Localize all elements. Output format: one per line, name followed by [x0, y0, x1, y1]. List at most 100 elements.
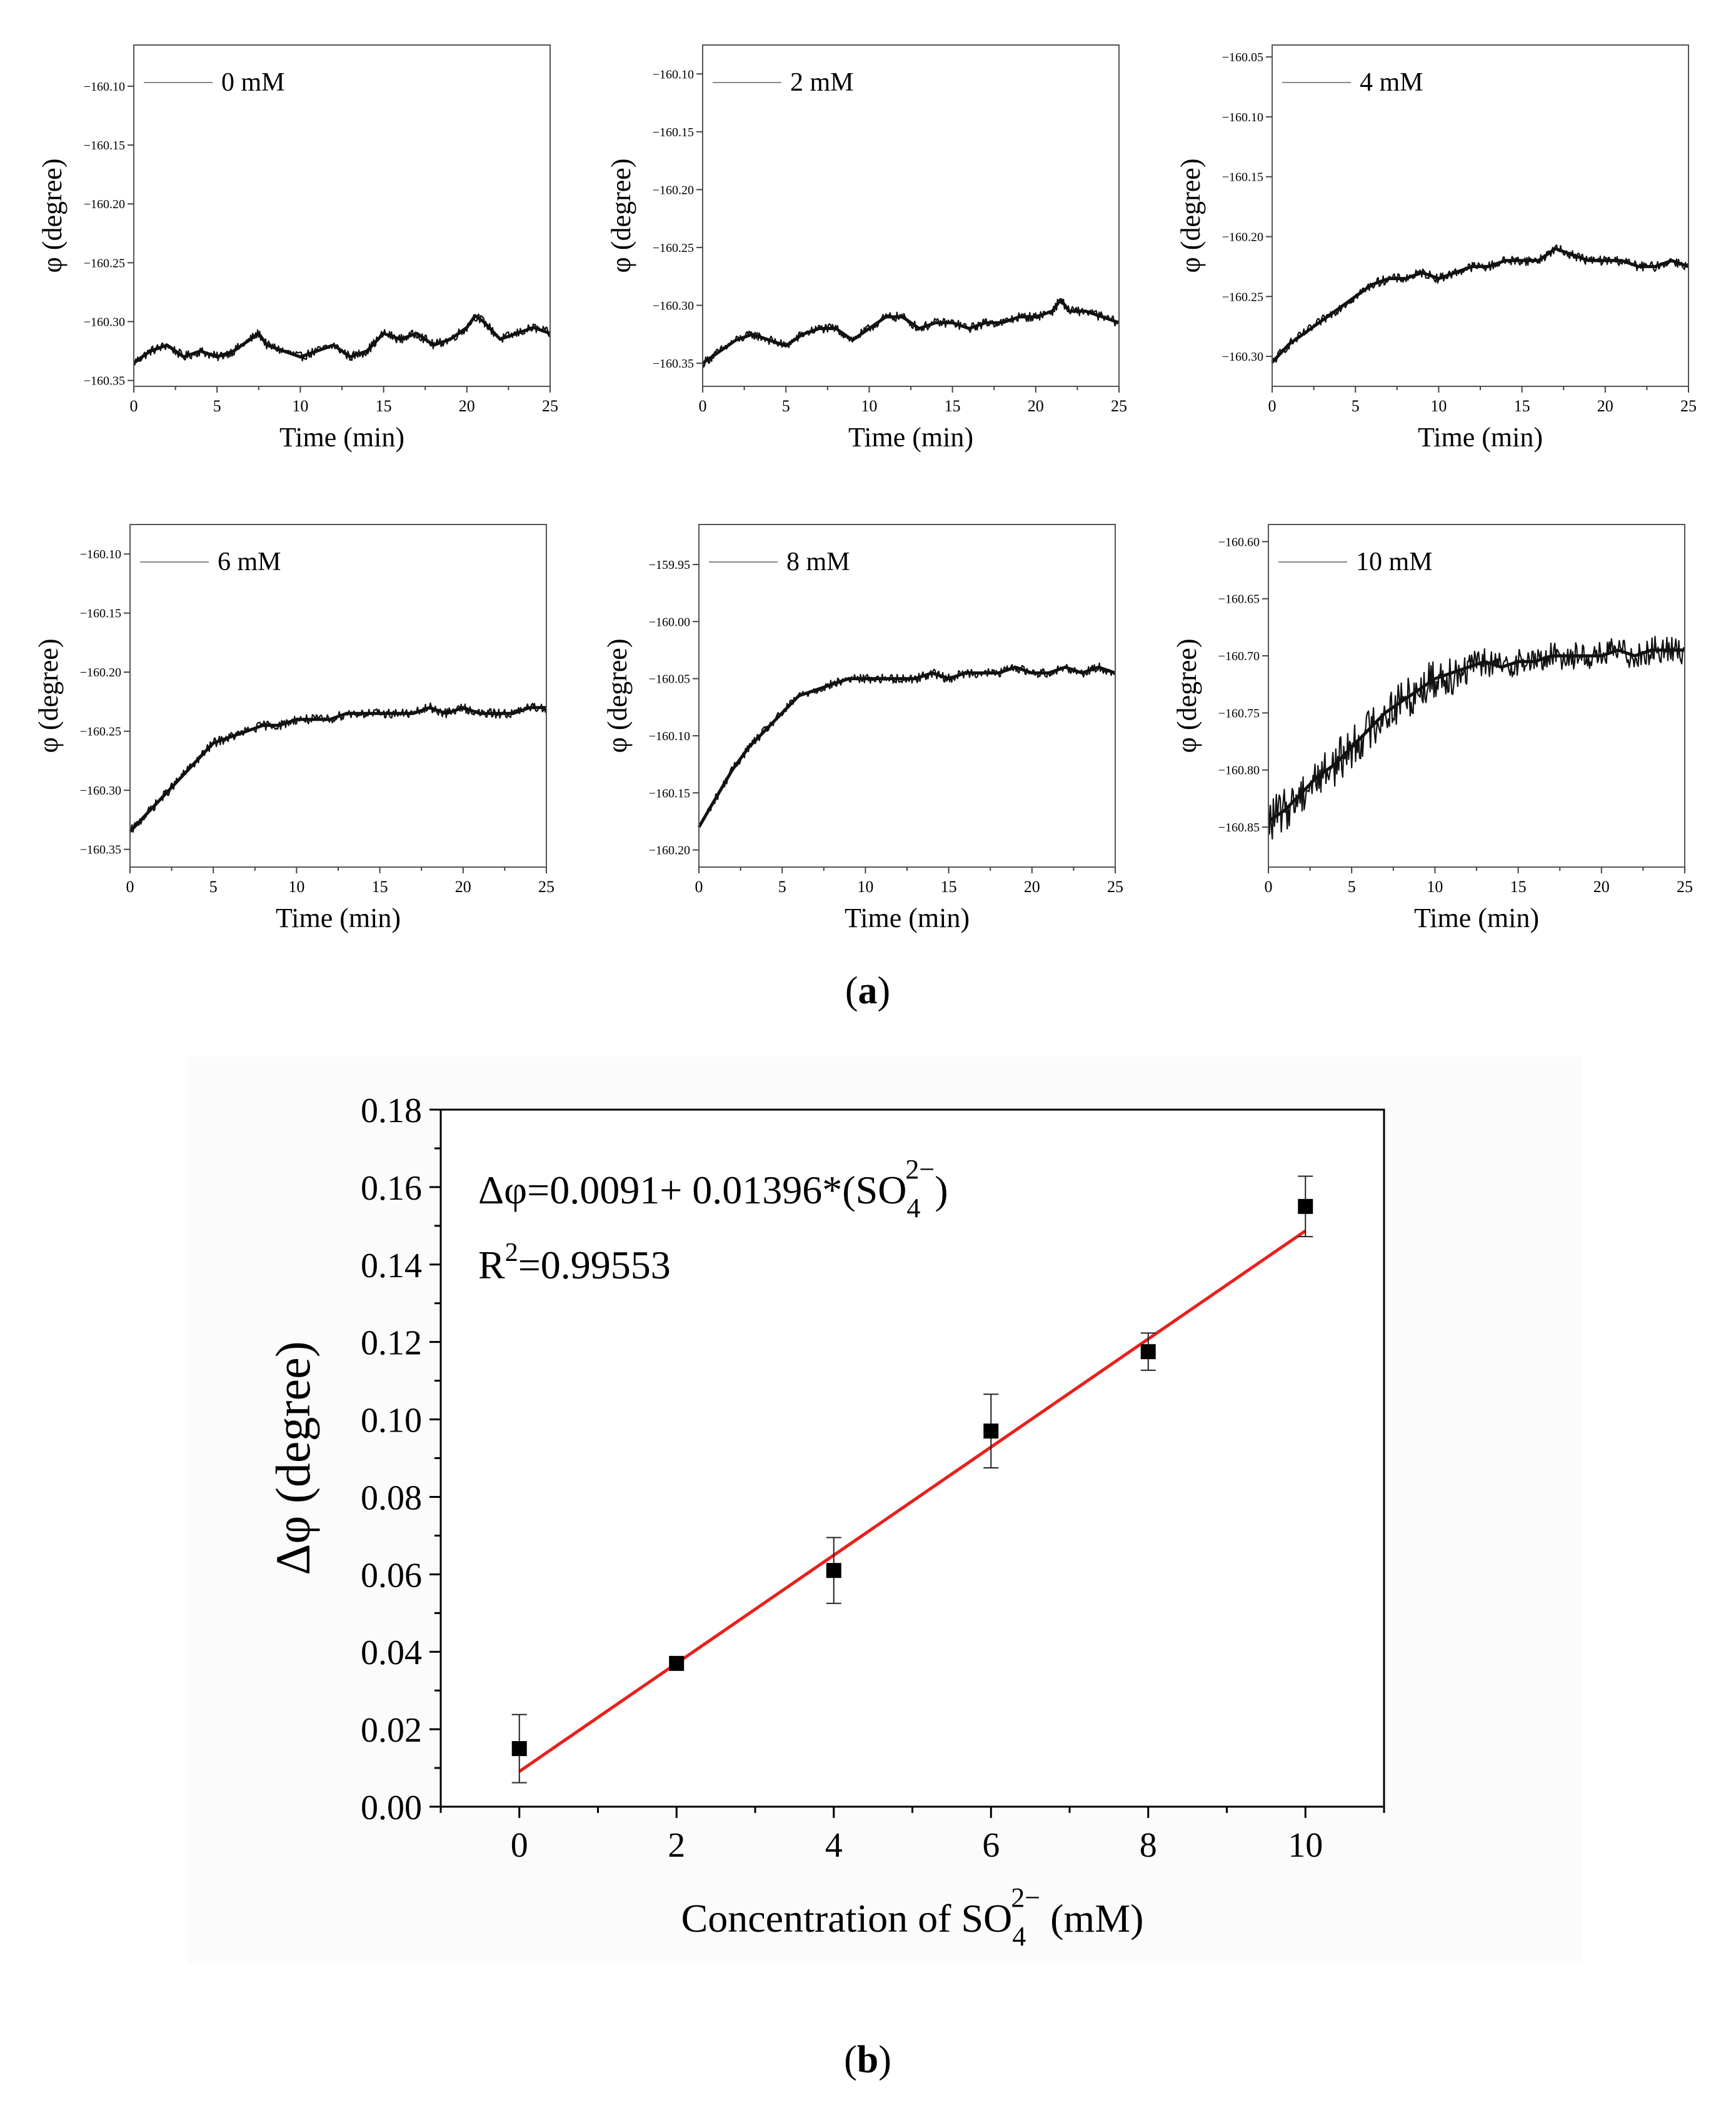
x-label-unit: (mM): [1040, 1896, 1143, 1940]
y-tick-label-a8-2: −160.05: [649, 673, 690, 686]
x-tick-label-a6-0: 0: [126, 878, 134, 896]
y-tick-label-a6-0: −160.10: [80, 548, 121, 561]
x-tick-label-b-0: 0: [511, 1826, 528, 1865]
series-line-a4: [1271, 247, 1689, 364]
data-point-4: [1140, 1344, 1156, 1360]
x-tick-label-a10-0: 0: [1265, 878, 1273, 896]
x-tick-label-a10-3: 15: [1510, 878, 1527, 896]
y-tick-label-a10-1: −160.65: [1218, 593, 1260, 606]
chart-a2: 0 5 10 15 20 25 −160.10 −160.15 −160.20 −160.25 −1…: [606, 44, 1127, 453]
x-tick-label-a0-5: 25: [542, 397, 558, 415]
fit-line: [518, 1229, 1307, 1773]
x-tick-label-a8-3: 15: [941, 878, 957, 896]
y-tick-label-a8-5: −160.20: [649, 844, 690, 858]
x-tick-label-a2-1: 5: [782, 397, 790, 415]
x-axis-label-a10: Time (min): [1414, 903, 1539, 933]
data-point-5: [1298, 1198, 1313, 1214]
series-line-a6: [129, 706, 546, 833]
y-tick-label-a0-2: −160.20: [84, 198, 125, 211]
y-tick-label-a0-4: −160.30: [84, 315, 125, 329]
x-tick-label-b-2: 4: [825, 1826, 843, 1865]
y-axis-label-b: Δφ (degree): [266, 1341, 320, 1575]
r2-symbol: R: [478, 1243, 505, 1287]
x-tick-label-a4-2: 10: [1430, 397, 1447, 415]
y-tick-label-b-5: 0.10: [361, 1402, 422, 1440]
panel-b-group: 0.00 0.02 0.04 0.06 0.08 0.10 0.12 0.14 0.16 0.18…: [188, 1057, 1582, 1963]
x-axis-label-b: Concentration of SO4 2− (mM): [681, 1882, 1144, 1952]
legend-text-a4: 4 mM: [1360, 68, 1423, 97]
r-squared-annotation: R2=0.99553: [478, 1238, 671, 1287]
x-label-superscript: 2−: [1011, 1882, 1040, 1913]
y-tick-label-a0-1: −160.15: [84, 139, 125, 153]
x-label-subscript: 4: [1012, 1921, 1026, 1952]
y-axis-label-a0: φ (degree): [37, 159, 68, 273]
x-tick-label-a6-2: 10: [288, 878, 304, 896]
y-axis-label-a10: φ (degree): [1172, 639, 1202, 753]
y-tick-label-a2-5: −160.35: [653, 357, 694, 371]
chart-a8: 0 5 10 15 20 25 −159.95 −160.00 −160.05 −160.10 −1…: [602, 524, 1123, 933]
r2-value: =0.99553: [518, 1243, 671, 1287]
x-tick-label-a4-0: 0: [1268, 397, 1277, 415]
x-tick-label-a0-0: 0: [130, 397, 138, 415]
x-tick-label-a8-2: 10: [857, 878, 873, 896]
x-tick-label-a6-3: 15: [372, 878, 388, 896]
equation-subscript: 4: [906, 1193, 920, 1223]
y-tick-label-a0-0: −160.10: [84, 80, 125, 94]
equation-superscript: 2−: [905, 1154, 935, 1185]
chart-a10: 0 5 10 15 20 25 −160.60 −160.65 −160.70 −160.75 −1…: [1172, 524, 1693, 933]
data-point-3: [983, 1423, 999, 1439]
y-tick-label-a6-4: −160.30: [80, 784, 121, 798]
panel-b-label: (b): [844, 2039, 891, 2081]
y-tick-label-a2-1: −160.15: [653, 126, 694, 139]
y-tick-label-a4-0: −160.05: [1222, 51, 1263, 64]
y-tick-label-a4-2: −160.15: [1222, 171, 1263, 184]
y-tick-label-a8-1: −160.00: [649, 615, 690, 629]
y-tick-label-a4-3: −160.20: [1222, 231, 1263, 244]
data-point-0: [511, 1741, 527, 1757]
data-point-2: [826, 1563, 841, 1579]
x-tick-label-a10-4: 20: [1593, 878, 1610, 896]
y-tick-label-b-3: 0.06: [361, 1556, 422, 1595]
y-axis-label-a6: φ (degree): [33, 639, 64, 753]
y-tick-label-a6-3: −160.25: [80, 725, 121, 739]
x-tick-label-a0-4: 20: [459, 397, 475, 415]
data-point-1: [669, 1655, 685, 1671]
y-tick-label-a2-4: −160.30: [653, 299, 694, 313]
y-tick-label-b-4: 0.08: [361, 1478, 422, 1517]
series-line-a2: [701, 298, 1120, 365]
x-tick-label-a2-5: 25: [1111, 397, 1127, 415]
y-tick-label-a2-2: −160.20: [653, 183, 694, 197]
chart-a0: 0 5 10 15 20 25 −160.10 −160.15 −160.20 −160.25 −1…: [37, 44, 558, 453]
legend-text-a0: 0 mM: [221, 68, 285, 97]
x-tick-label-a8-5: 25: [1107, 878, 1123, 896]
x-tick-label-a10-5: 25: [1677, 878, 1693, 896]
y-tick-label-a0-3: −160.25: [84, 256, 125, 270]
r2-superscript: 2: [505, 1238, 518, 1267]
y-tick-label-a2-3: −160.25: [653, 241, 694, 255]
y-tick-label-b-1: 0.02: [361, 1711, 422, 1750]
x-tick-label-a4-1: 5: [1352, 397, 1360, 415]
y-tick-label-b-2: 0.04: [361, 1634, 422, 1672]
plot-frame-b: [439, 1108, 1385, 1808]
y-tick-label-a10-4: −160.80: [1218, 764, 1260, 778]
x-axis-label-a6: Time (min): [276, 903, 401, 933]
x-tick-label-a6-4: 20: [455, 878, 471, 896]
x-tick-label-a10-2: 10: [1427, 878, 1443, 896]
x-tick-label-a4-4: 20: [1597, 397, 1613, 415]
y-tick-label-b-6: 0.12: [361, 1324, 422, 1363]
y-tick-label-b-9: 0.18: [361, 1092, 422, 1130]
y-tick-label-b-7: 0.14: [361, 1247, 422, 1285]
y-tick-label-a8-0: −159.95: [649, 558, 690, 572]
y-axis-label-a8: φ (degree): [602, 639, 633, 753]
legend-text-a10: 10 mM: [1356, 548, 1433, 576]
y-tick-label-a10-3: −160.75: [1218, 706, 1260, 720]
y-tick-label-a8-3: −160.10: [649, 730, 690, 743]
equation-end: ): [935, 1168, 948, 1212]
equation-main: Δφ=0.0091+ 0.01396*(SO: [478, 1168, 906, 1212]
x-label-main: Concentration of SO: [681, 1896, 1013, 1940]
chart-a6: 0 5 10 15 20 25 −160.10 −160.15 −160.20 −160.25 −1…: [33, 524, 554, 933]
y-tick-label-a10-2: −160.70: [1218, 650, 1260, 663]
legend-text-a6: 6 mM: [218, 548, 281, 576]
x-tick-label-a8-4: 20: [1024, 878, 1040, 896]
